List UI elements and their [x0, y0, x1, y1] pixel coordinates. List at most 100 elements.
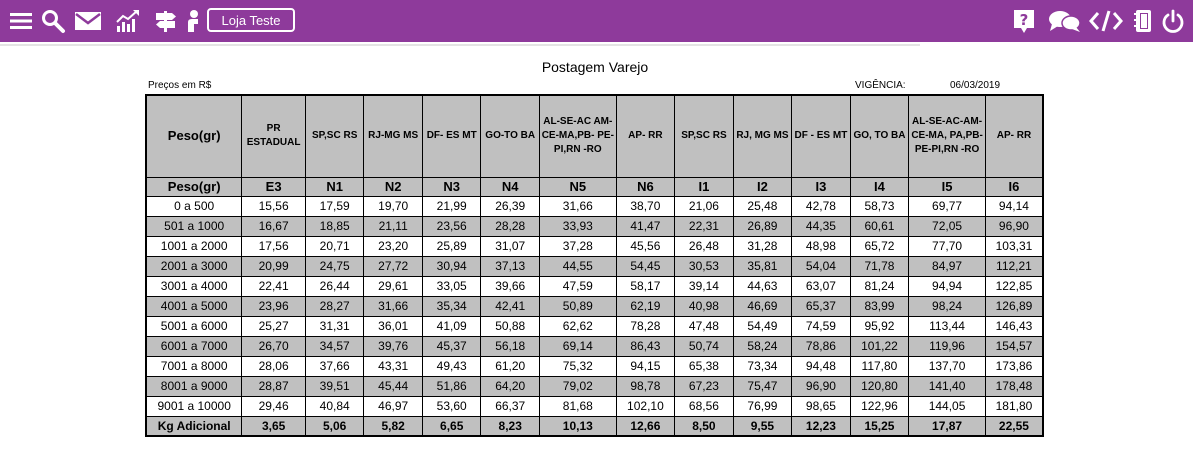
column-code: N3: [421, 176, 482, 197]
price-cell: 37,13: [480, 255, 540, 277]
menu-icon[interactable]: [8, 8, 34, 34]
price-cell: 54,45: [615, 255, 676, 277]
price-cell: 41,47: [615, 215, 676, 237]
svg-text:?: ?: [1020, 11, 1029, 29]
price-cell: 26,39: [480, 195, 540, 217]
additional-kg-cell: 3,65: [241, 415, 306, 437]
column-code: I2: [732, 176, 793, 197]
price-cell: 24,75: [304, 255, 365, 277]
chart-icon[interactable]: [115, 8, 141, 34]
price-cell: 83,99: [849, 295, 910, 317]
price-cell: 94,48: [791, 355, 851, 377]
column-code: N4: [480, 176, 540, 197]
price-cell: 78,28: [615, 315, 676, 337]
additional-kg-cell: 5,82: [363, 415, 423, 437]
price-cell: 79,02: [538, 375, 617, 397]
price-cell: 16,67: [241, 215, 306, 237]
price-cell: 31,07: [480, 235, 540, 257]
price-cell: 20,99: [241, 255, 306, 277]
additional-kg-cell: 12,23: [791, 415, 851, 437]
table-row: 0 a 500 15,56 17,59 19,70 21,99 26,39 31,66 38,…: [145, 195, 1044, 217]
price-cell: 39,51: [304, 375, 365, 397]
additional-kg-cell: 9,55: [732, 415, 793, 437]
header-row-regions: Peso(gr) PR ESTADUAL SP,SC RS RJ-MG MS D…: [145, 94, 1044, 178]
price-cell: 44,63: [732, 275, 793, 297]
price-cell: 94,15: [615, 355, 676, 377]
price-cell: 96,90: [791, 375, 851, 397]
column-code: I4: [849, 176, 910, 197]
price-table: Peso(gr) PR ESTADUAL SP,SC RS RJ-MG MS D…: [145, 94, 1044, 437]
price-cell: 31,28: [732, 235, 793, 257]
column-header: GO, TO BA: [849, 94, 910, 178]
additional-kg-cell: 8,50: [674, 415, 734, 437]
price-cell: 41,09: [421, 315, 482, 337]
price-cell: 37,66: [304, 355, 365, 377]
additional-kg-cell: 15,25: [849, 415, 910, 437]
column-header: PR ESTADUAL: [241, 94, 306, 178]
user-board-icon[interactable]: [186, 8, 206, 34]
column-header: AL-SE-AC-AM-CE-MA, PA,PB- PE-PI,RN -RO: [908, 94, 986, 178]
chat-icon[interactable]: [1047, 8, 1083, 34]
table-row: 9001 a 10000 29,46 40,84 46,97 53,60 66,37 81,…: [145, 395, 1044, 417]
additional-kg-cell: 10,13: [538, 415, 617, 437]
price-cell: 25,89: [421, 235, 482, 257]
table-row: 6001 a 7000 26,70 34,57 39,76 45,37 56,18 69,1…: [145, 335, 1044, 357]
table-row: 2001 a 3000 20,99 24,75 27,72 30,94 37,13 44,5…: [145, 255, 1044, 277]
price-cell: 73,34: [732, 355, 793, 377]
price-cell: 71,78: [849, 255, 910, 277]
price-cell: 25,48: [732, 195, 793, 217]
price-cell: 49,43: [421, 355, 482, 377]
price-cell: 21,06: [674, 195, 734, 217]
additional-kg-cell: 17,87: [908, 415, 986, 437]
price-cell: 120,80: [849, 375, 910, 397]
table-row: 501 a 1000 16,67 18,85 21,11 23,56 28,28 33,93…: [145, 215, 1044, 237]
price-cell: 39,66: [480, 275, 540, 297]
price-cell: 144,05: [908, 395, 986, 417]
column-header: SP,SC RS: [674, 94, 734, 178]
price-table-body: 0 a 500 15,56 17,59 19,70 21,99 26,39 31,66 38,…: [145, 195, 1044, 417]
store-button[interactable]: Loja Teste: [207, 8, 295, 32]
price-cell: 31,66: [363, 295, 423, 317]
signpost-icon[interactable]: [153, 8, 179, 34]
column-header: AL-SE-AC AM-CE-MA,PB- PE-PI,RN -RO: [538, 94, 617, 178]
price-cell: 36,01: [363, 315, 423, 337]
price-cell: 38,70: [615, 195, 676, 217]
help-icon[interactable]: ?: [1011, 8, 1037, 34]
price-cell: 33,05: [421, 275, 482, 297]
weight-range-cell: 5001 a 6000: [145, 315, 243, 337]
price-cell: 23,56: [421, 215, 482, 237]
column-code: I3: [791, 176, 851, 197]
price-cell: 81,24: [849, 275, 910, 297]
price-cell: 181,80: [984, 395, 1044, 417]
column-header: Peso(gr): [145, 94, 243, 178]
code-icon[interactable]: [1088, 8, 1124, 34]
additional-kg-cell: 8,23: [480, 415, 540, 437]
additional-kg-cell: 12,66: [615, 415, 676, 437]
price-cell: 28,28: [480, 215, 540, 237]
power-icon[interactable]: [1160, 8, 1186, 34]
price-cell: 50,88: [480, 315, 540, 337]
price-cell: 58,17: [615, 275, 676, 297]
mail-icon[interactable]: [73, 8, 103, 34]
price-cell: 21,11: [363, 215, 423, 237]
weight-range-cell: 4001 a 5000: [145, 295, 243, 317]
price-cell: 98,78: [615, 375, 676, 397]
column-code: N1: [304, 176, 365, 197]
weight-range-cell: 3001 a 4000: [145, 275, 243, 297]
price-cell: 62,62: [538, 315, 617, 337]
price-cell: 17,56: [241, 235, 306, 257]
price-cell: 44,55: [538, 255, 617, 277]
table-row: 7001 a 8000 28,06 37,66 43,31 49,43 61,20 75,3…: [145, 355, 1044, 377]
table-row: 1001 a 2000 17,56 20,71 23,20 25,89 31,07 37,2…: [145, 235, 1044, 257]
search-icon[interactable]: [40, 8, 66, 34]
notebook-icon[interactable]: [1132, 8, 1154, 34]
price-cell: 54,49: [732, 315, 793, 337]
price-cell: 50,74: [674, 335, 734, 357]
price-cell: 66,37: [480, 395, 540, 417]
toolbar-divider: [0, 44, 920, 46]
price-cell: 43,31: [363, 355, 423, 377]
price-cell: 113,44: [908, 315, 986, 337]
price-cell: 173,86: [984, 355, 1044, 377]
price-cell: 119,96: [908, 335, 986, 357]
price-cell: 28,06: [241, 355, 306, 377]
